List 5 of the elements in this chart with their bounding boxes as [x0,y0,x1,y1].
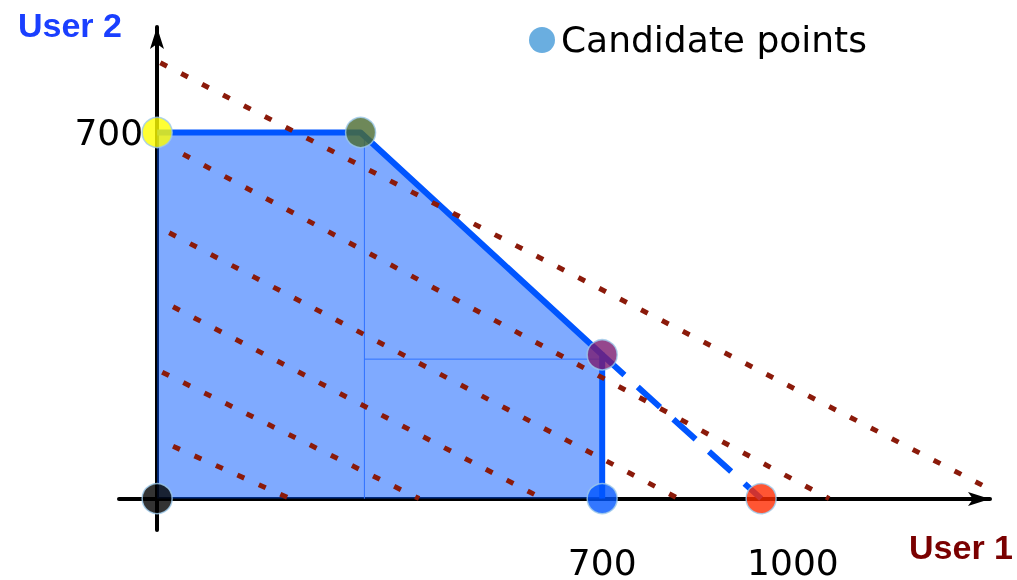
annotation: 700 [74,111,144,153]
x-axis-title: User 1 [909,528,1014,566]
y-axis-title: User 2 [18,6,122,44]
x-tick-label: 1000 [747,541,839,580]
text: Candidate points [560,18,867,62]
